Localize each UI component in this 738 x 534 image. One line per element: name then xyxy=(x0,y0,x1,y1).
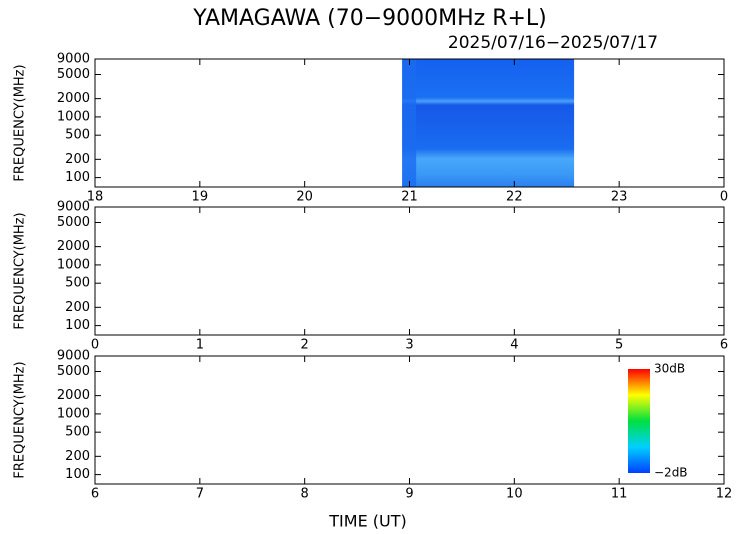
y-tick-label: 2000 xyxy=(57,91,90,106)
x-tick-label: 23 xyxy=(611,190,628,205)
plot-frame xyxy=(94,206,725,336)
y-tick-label: 2000 xyxy=(57,239,90,254)
y-tick-label: 500 xyxy=(65,425,90,440)
y-tick-label: 200 xyxy=(65,152,90,167)
x-tick-label: 5 xyxy=(615,338,623,353)
x-tick-label: 11 xyxy=(611,487,628,502)
x-tick-label: 9 xyxy=(405,487,413,502)
y-axis-label: FREQUENCY(MHz) xyxy=(13,212,28,329)
y-tick-label: 1000 xyxy=(57,406,90,421)
x-tick-label: 7 xyxy=(196,487,204,502)
x-tick-label: 0 xyxy=(91,338,99,353)
colorbar xyxy=(628,369,650,473)
y-tick-label: 1000 xyxy=(57,109,90,124)
x-tick-label: 12 xyxy=(716,487,733,502)
y-tick-label: 2000 xyxy=(57,388,90,403)
colorbar-label: −2dB xyxy=(654,466,688,480)
colorbar-label: 30dB xyxy=(654,362,685,376)
x-axis-label: TIME (UT) xyxy=(328,512,406,531)
y-tick-label: 100 xyxy=(65,170,90,185)
y-tick-label: 500 xyxy=(65,276,90,291)
y-tick-label: 5000 xyxy=(57,364,90,379)
y-tick-label: 9000 xyxy=(57,349,90,364)
chart-subtitle: 2025/07/16−2025/07/17 xyxy=(448,33,658,53)
spectrogram-data xyxy=(402,59,575,187)
x-tick-label: 3 xyxy=(405,338,413,353)
x-tick-label: 6 xyxy=(720,338,728,353)
x-tick-label: 19 xyxy=(192,190,209,205)
x-tick-label: 18 xyxy=(87,190,104,205)
y-tick-label: 9000 xyxy=(57,52,90,67)
x-tick-label: 22 xyxy=(506,190,523,205)
x-tick-label: 2 xyxy=(301,338,309,353)
y-tick-label: 100 xyxy=(65,467,90,482)
y-tick-label: 100 xyxy=(65,318,90,333)
x-tick-label: 0 xyxy=(720,190,728,205)
y-tick-label: 1000 xyxy=(57,257,90,272)
x-tick-label: 21 xyxy=(401,190,418,205)
y-tick-label: 200 xyxy=(65,449,90,464)
x-tick-label: 1 xyxy=(196,338,204,353)
y-tick-label: 9000 xyxy=(57,200,90,215)
chart-title: YAMAGAWA (70−9000MHz R+L) xyxy=(192,6,547,31)
x-tick-label: 20 xyxy=(296,190,313,205)
spectrogram-edge xyxy=(402,59,417,187)
y-tick-label: 500 xyxy=(65,128,90,143)
y-tick-label: 5000 xyxy=(57,67,90,82)
y-axis-label: FREQUENCY(MHz) xyxy=(13,361,28,478)
y-tick-label: 200 xyxy=(65,300,90,315)
y-axis-label: FREQUENCY(MHz) xyxy=(13,64,28,181)
x-tick-label: 10 xyxy=(506,487,523,502)
y-tick-label: 5000 xyxy=(57,215,90,230)
x-tick-label: 8 xyxy=(301,487,309,502)
x-tick-label: 6 xyxy=(91,487,99,502)
x-tick-label: 4 xyxy=(510,338,518,353)
